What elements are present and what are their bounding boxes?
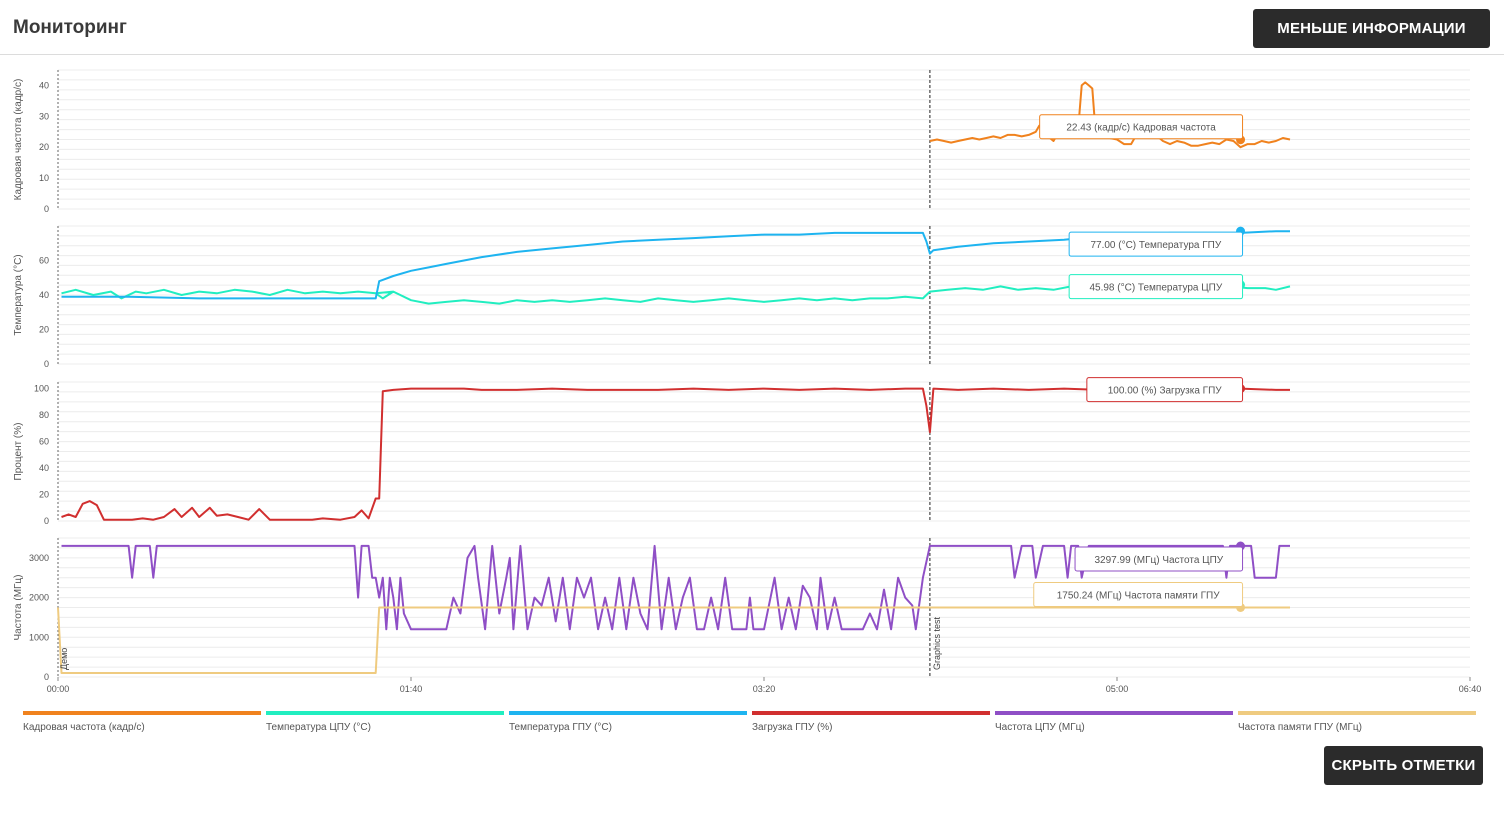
tooltip-text: 3297.99 (МГц) Частота ЦПУ [1094, 555, 1223, 566]
series-line [929, 81, 1291, 149]
tooltip-box [1033, 581, 1244, 607]
x-tick-label: 03:20 [753, 684, 776, 694]
y-tick-label: 0 [44, 359, 49, 369]
y-axis-label: Процент (%) [13, 423, 24, 481]
tooltip-box [1039, 114, 1244, 140]
legend-label: Частота памяти ГПУ (МГц) [1238, 722, 1362, 733]
legend-label: Кадровая частота (кадр/с) [23, 722, 145, 733]
legend-item[interactable]: Температура ЦПУ (°C) [266, 711, 504, 733]
y-tick-label: 20 [39, 142, 49, 152]
y-tick-label: 1000 [29, 632, 49, 642]
legend-item[interactable]: Кадровая частота (кадр/с) [23, 711, 261, 733]
tooltip-text: 1750.24 (МГц) Частота памяти ГПУ [1057, 590, 1220, 601]
legend-label: Загрузка ГПУ (%) [752, 722, 833, 733]
legend-color-bar [266, 711, 504, 715]
y-axis-label: Кадровая частота (кадр/с) [13, 79, 24, 201]
y-tick-label: 20 [39, 325, 49, 335]
y-tick-label: 100 [34, 384, 49, 394]
y-tick-label: 3000 [29, 553, 49, 563]
marker-label: Демо [59, 648, 69, 670]
tooltip-box [1068, 231, 1244, 257]
y-axis-label: Температура (°C) [13, 254, 24, 335]
y-axis-label: Частота (МГц) [13, 575, 24, 641]
series-line [57, 606, 1290, 674]
series-line [61, 387, 1290, 521]
tooltip-box [1074, 546, 1244, 572]
legend-color-bar [752, 711, 990, 715]
y-tick-label: 2000 [29, 593, 49, 603]
tooltip-text: 77.00 (°C) Температура ГПУ [1090, 240, 1221, 251]
legend-item[interactable]: Частота памяти ГПУ (МГц) [1238, 711, 1476, 733]
legend-label: Частота ЦПУ (МГц) [995, 722, 1085, 733]
header-bar: Мониторинг МЕНЬШЕ ИНФОРМАЦИИ [0, 0, 1504, 55]
less-info-button[interactable]: МЕНЬШЕ ИНФОРМАЦИИ [1253, 9, 1490, 48]
monitoring-chart: 0 10 20 30 40 Кадровая частота (кадр/с) 22.43 … [13, 69, 1482, 694]
y-tick-label: 30 [39, 111, 49, 121]
legend-label: Температура ГПУ (°C) [509, 722, 612, 733]
tooltip-box [1068, 274, 1244, 300]
y-tick-label: 0 [44, 672, 49, 682]
tooltip-text: 22.43 (кадр/с) Кадровая частота [1066, 123, 1216, 134]
series-line [61, 544, 1290, 631]
y-tick-label: 0 [44, 516, 49, 526]
y-tick-label: 60 [39, 256, 49, 266]
legend-color-bar [23, 711, 261, 715]
legend-item[interactable]: Температура ГПУ (°C) [509, 711, 747, 733]
y-tick-label: 60 [39, 437, 49, 447]
x-tick-label: 05:00 [1106, 684, 1129, 694]
y-tick-label: 0 [44, 204, 49, 214]
tooltip-text: 100.00 (%) Загрузка ГПУ [1108, 386, 1223, 397]
legend-color-bar [1238, 711, 1476, 715]
x-tick-label: 01:40 [400, 684, 423, 694]
y-tick-label: 40 [39, 463, 49, 473]
legend-color-bar [509, 711, 747, 715]
x-tick-label: 00:00 [47, 684, 70, 694]
tooltip-text: 45.98 (°C) Температура ЦПУ [1089, 283, 1222, 294]
legend-item[interactable]: Частота ЦПУ (МГц) [995, 711, 1233, 733]
legend-label: Температура ЦПУ (°C) [266, 722, 371, 733]
y-tick-label: 40 [39, 80, 49, 90]
page-title: Мониторинг [13, 17, 127, 38]
marker-label: Graphics test [932, 616, 942, 670]
hide-marks-button[interactable]: СКРЫТЬ ОТМЕТКИ [1324, 746, 1483, 785]
legend-color-bar [995, 711, 1233, 715]
y-tick-label: 10 [39, 173, 49, 183]
y-tick-label: 80 [39, 410, 49, 420]
tooltip-box [1086, 377, 1244, 403]
y-tick-label: 40 [39, 290, 49, 300]
x-tick-label: 06:40 [1459, 684, 1482, 694]
legend-item[interactable]: Загрузка ГПУ (%) [752, 711, 990, 733]
y-tick-label: 20 [39, 490, 49, 500]
